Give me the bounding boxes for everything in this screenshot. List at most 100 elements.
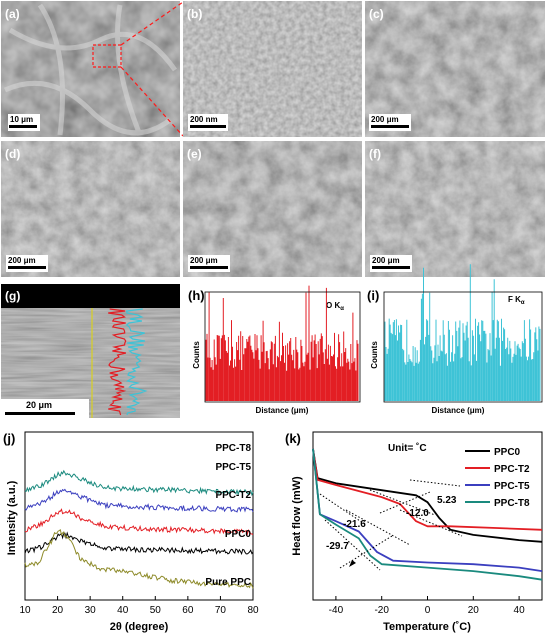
k-annotations: 5.23 -12.0 -21.6 -29.7 [319,479,463,571]
panel-g-scale: 20 μm [26,400,52,410]
j-series-label-1: PPC-T5 [215,462,251,473]
k-series-0 [312,448,543,543]
panel-f: (f) 200 μm [365,141,545,277]
k-legend-label-2: PPC-T5 [494,481,530,492]
panel-j-ylabel: Intensity (a.u.) [6,480,18,555]
panel-k-xlabel: Temperature (˚C) [383,621,471,633]
zoom-line-top [120,1,184,46]
k-legend: PPC0 PPC-T2 PPC-T5 PPC-T8 [465,447,530,509]
k-series-3 [312,448,543,581]
panel-e-scale: 200 μm [190,256,218,265]
panel-c-scale: 200 μm [371,115,399,124]
panel-h: (h) Counts Distance (μm) O Kα [187,284,361,418]
j-xtick-label-1: 20 [52,605,64,616]
j-series-label-2: PPC-T2 [215,490,251,501]
panel-a-label: (a) [5,7,20,21]
k-series-2 [312,448,543,572]
j-series-4 [24,529,254,589]
k-annotation-0: 5.23 [437,495,457,506]
panel-c: (c) 200 μm [365,1,545,137]
panel-j: (j) PPC-T8 PPC-T5 PPC-T2 PPC0 Pure PPC 10 20 3… [3,431,259,633]
h-linescan-bars [205,285,359,401]
panel-b: (b) 200 nm [183,1,362,137]
panel-i-element-main: F K [508,295,521,304]
panel-h-element: O Kα [326,301,344,312]
g-trace-o [108,308,127,416]
k-series-1 [312,448,543,531]
panel-h-ylabel: Counts [192,341,201,369]
panel-j-label: (j) [3,431,15,446]
k-legend-label-1: PPC-T2 [494,464,530,475]
j-series-2 [24,508,254,537]
j-series-3 [24,531,254,556]
panel-k: (k) -40 -20 0 20 40 Unit= ˚C Heat flow (mW) … [285,431,543,633]
k-ticks-group: -40 -20 0 20 40 [329,596,525,616]
k-xtick-label-2: 0 [425,605,431,616]
panel-h-element-main: O K [326,301,340,310]
h-bars-path [205,285,359,401]
j-series-label-4: Pure PPC [205,577,251,588]
panel-h-label: (h) [188,288,205,303]
panel-c-label: (c) [369,7,384,21]
j-xtick-label-2: 30 [85,605,97,616]
j-ticks-group: 10 20 30 40 50 60 70 80 [19,596,259,616]
k-xtick-label-0: -40 [329,605,344,616]
k-tangent-2-1 [345,509,411,546]
j-series-label-0: PPC-T8 [215,443,251,454]
panel-i-element: F Kα [508,295,525,306]
panel-a: (a) 10 μm [1,1,180,137]
k-tangent-0-0 [399,509,463,537]
panel-i-ylabel: Counts [370,341,379,369]
panel-b-label: (b) [187,7,202,21]
k-xtick-label-4: 40 [514,605,526,616]
k-legend-label-0: PPC0 [494,447,521,458]
i-bars-path [384,264,541,401]
k-annotation-3: -29.7 [326,541,349,552]
zoom-line-bottom [120,66,184,137]
panel-d-label: (d) [5,147,20,161]
j-xtick-label-3: 40 [117,605,129,616]
k-xtick-label-3: 20 [468,605,480,616]
k-tangent-0-1 [409,479,461,487]
j-series-0 [24,469,254,497]
j-xtick-label-6: 70 [215,605,227,616]
panel-g: (g) 20 μm [1,284,180,418]
panel-k-unit-note: Unit= ˚C [388,442,427,454]
panel-i: (i) Counts Distance (μm) F Kα [366,264,545,418]
k-tangent-1-0 [369,489,436,516]
k-annotation-2: -21.6 [343,519,366,530]
panel-e-label: (e) [187,147,202,161]
panel-h-element-sub: α [340,306,344,312]
panel-i-xlabel: Distance (μm) [432,406,485,415]
j-xtick-label-7: 80 [247,605,259,616]
k-legend-label-3: PPC-T8 [494,498,530,509]
panel-f-scale: 200 μm [372,256,400,265]
k-tangent-2-0 [319,493,367,526]
j-series-group: PPC-T8 PPC-T5 PPC-T2 PPC0 Pure PPC [24,443,254,589]
j-xtick-label-5: 60 [182,605,194,616]
j-series-1 [24,488,254,513]
panel-d-scale: 200 μm [8,256,36,265]
g-trace-f [125,308,148,416]
g-linescan-traces [108,308,148,416]
i-linescan-bars [384,264,541,401]
k-series-group [312,448,543,581]
panel-j-xlabel: 2θ (degree) [110,621,169,633]
j-xtick-label-4: 50 [150,605,162,616]
panel-b-scale: 200 nm [190,115,218,124]
panel-d: (d) 200 μm [1,141,180,277]
panel-i-element-sub: α [521,300,525,306]
panel-k-label: (k) [285,431,301,446]
panel-a-scale: 10 μm [10,115,33,124]
panel-e: (e) 200 μm [183,141,362,277]
k-xtick-label-1: -20 [374,605,389,616]
j-series-label-3: PPC0 [225,529,252,540]
panel-g-label: (g) [5,289,20,303]
k-annotation-1: -12.0 [406,508,429,519]
j-xtick-label-0: 10 [19,605,31,616]
panel-f-label: (f) [369,147,381,161]
panel-i-label: (i) [367,288,379,303]
panel-h-xlabel: Distance (μm) [256,406,309,415]
k-arrow-head [349,560,356,567]
